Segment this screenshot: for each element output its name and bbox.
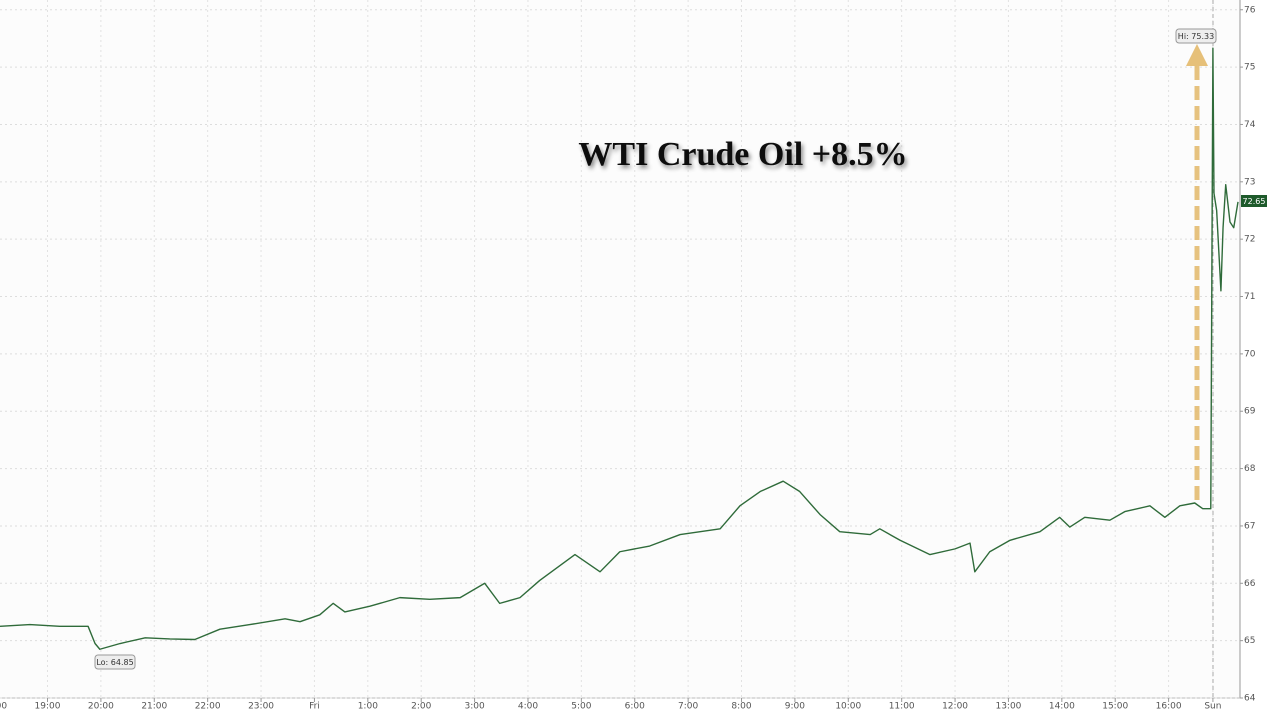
y-tick-label: 74 xyxy=(1244,120,1256,130)
x-tick-label: 8:00 xyxy=(731,702,751,712)
x-tick-label: 5:00 xyxy=(571,702,591,712)
x-tick-label: 10:00 xyxy=(835,702,861,712)
x-tick-label: 7:00 xyxy=(678,702,698,712)
y-tick-label: 71 xyxy=(1244,292,1255,302)
price-line xyxy=(0,47,1239,650)
x-tick-label: 14:00 xyxy=(1049,702,1075,712)
x-tick-label: 19:00 xyxy=(35,702,61,712)
y-tick-label: 65 xyxy=(1244,636,1255,646)
arrow xyxy=(1186,44,1208,500)
x-tick-label: 20:00 xyxy=(88,702,114,712)
arrow-head xyxy=(1186,44,1208,66)
lo-label: Lo: 64.85 xyxy=(96,658,133,667)
last-price-label: 72.65 xyxy=(1243,197,1266,206)
hi-box xyxy=(1175,28,1217,44)
last-price-box xyxy=(1241,195,1267,207)
x-tick-label: 9:00 xyxy=(785,702,805,712)
y-tick-label: 64 xyxy=(1244,694,1256,704)
x-tick-label: 2:00 xyxy=(411,702,431,712)
x-tick-label: 12:00 xyxy=(942,702,968,712)
x-tick-label: Fri xyxy=(309,702,320,712)
x-tick-label: 1:00 xyxy=(358,702,378,712)
x-tick-label: 6:00 xyxy=(625,702,645,712)
y-tick-label: 76 xyxy=(1244,5,1256,15)
lo-box xyxy=(94,654,136,670)
x-tick-label: 23:00 xyxy=(248,702,274,712)
y-tick-label: 68 xyxy=(1244,464,1256,474)
y-tick-label: 66 xyxy=(1244,579,1256,589)
x-tick-label: 4:00 xyxy=(518,702,538,712)
y-tick-label: 70 xyxy=(1244,349,1256,359)
chart-title: WTI Crude Oil +8.5% xyxy=(578,136,907,173)
plot-area xyxy=(0,0,1240,698)
x-tick-label: 11:00 xyxy=(889,702,915,712)
x-tick-label: 18:00 xyxy=(0,702,7,712)
hi-label: Hi: 75.33 xyxy=(1178,32,1214,41)
x-tick-label: 15:00 xyxy=(1102,702,1128,712)
y-tick-label: 73 xyxy=(1244,177,1255,187)
x-tick-label: 13:00 xyxy=(995,702,1021,712)
y-tick-label: 67 xyxy=(1244,521,1255,531)
y-tick-label: 72 xyxy=(1244,235,1255,245)
x-tick-label: 22:00 xyxy=(195,702,221,712)
x-tick-label: 21:00 xyxy=(141,702,167,712)
x-tick-label: 16:00 xyxy=(1156,702,1182,712)
y-tick-label: 69 xyxy=(1244,407,1256,417)
y-tick-label: 75 xyxy=(1244,63,1255,73)
x-tick-label: 3:00 xyxy=(464,702,484,712)
x-tick-label: Sun xyxy=(1204,702,1221,712)
